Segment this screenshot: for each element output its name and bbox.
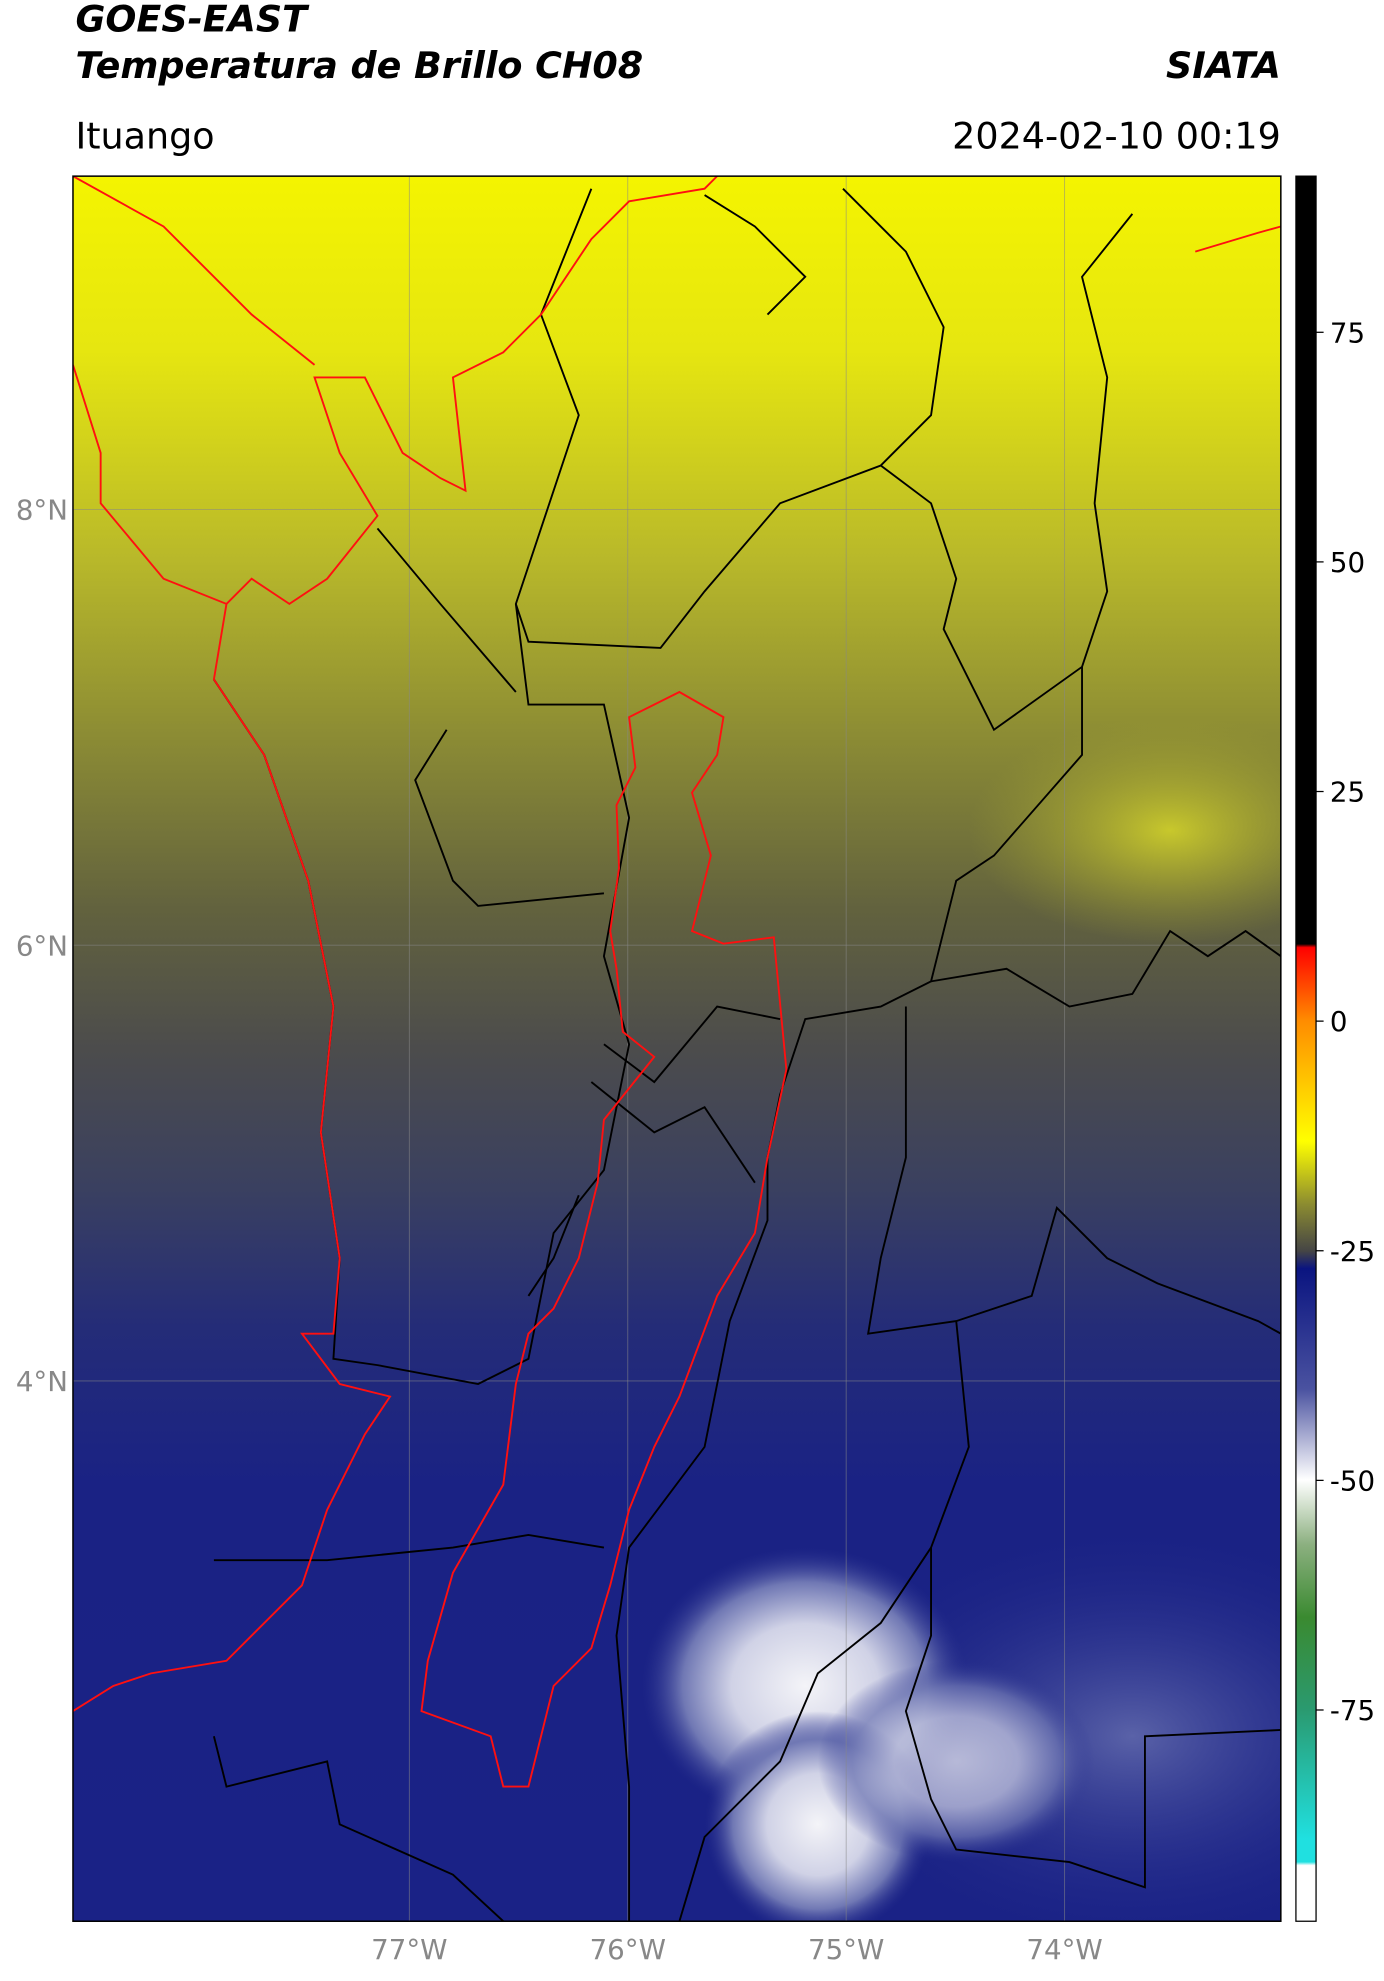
location: Ituango [75, 114, 214, 157]
map-frame [72, 175, 1282, 1922]
colorbar-tick-label: 0 [1330, 1005, 1348, 1038]
colorbar-tick-label: 75 [1330, 316, 1365, 349]
colorbar-tick-label: -25 [1330, 1235, 1375, 1268]
lat-tick-label: 8°N [16, 494, 68, 527]
colorbar-tick-label: 25 [1330, 776, 1365, 809]
lon-tick-label: 75°W [808, 1933, 884, 1966]
source: SIATA [1166, 44, 1281, 87]
lat-tick-label: 6°N [16, 929, 68, 962]
map [72, 176, 1281, 1922]
lon-tick-label: 77°W [371, 1933, 447, 1966]
lat-tick-label: 4°N [16, 1365, 68, 1398]
timestamp: 2024-02-10 00:19 [952, 114, 1281, 157]
title: GOES-EAST [75, 0, 310, 40]
lon-tick-label: 74°W [1026, 1933, 1102, 1966]
colorbar-tick-label: -50 [1330, 1464, 1375, 1497]
lon-tick-label: 76°W [590, 1933, 666, 1966]
colorbar-tick-label: 50 [1330, 546, 1365, 579]
subtitle: Temperatura de Brillo CH08 [75, 44, 643, 87]
colorbar-tick-label: -75 [1330, 1694, 1375, 1727]
colorbar [1295, 175, 1317, 1922]
